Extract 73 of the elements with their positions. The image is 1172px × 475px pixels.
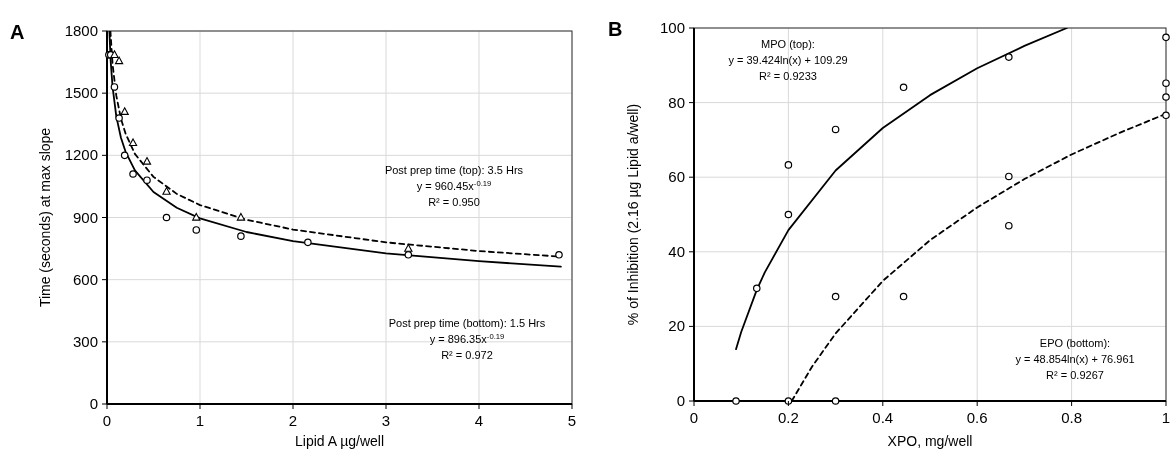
point [1162, 93, 1170, 101]
x-tick-label: 0.6 [966, 409, 988, 426]
point [236, 212, 246, 221]
line-series [735, 28, 1068, 351]
x-tick-label: 1 [195, 412, 205, 429]
point [831, 397, 840, 405]
chart-title: A [10, 21, 25, 43]
point [1005, 172, 1013, 181]
point [784, 210, 793, 219]
x-tick-label: 0 [102, 412, 112, 429]
point [752, 284, 761, 293]
y-axis-title: % of Inhibition (2.16 µg Lipid a/well) [625, 103, 641, 326]
point [114, 56, 124, 65]
point [732, 397, 740, 405]
y-axis-title: Time (seconds) at max slope [37, 127, 53, 308]
x-tick-label: 2 [288, 412, 298, 429]
point [129, 170, 137, 178]
point [404, 244, 413, 252]
point [831, 125, 840, 134]
x-tick-label: 0.8 [1061, 409, 1083, 426]
point [831, 292, 840, 301]
x-tick-label: 3 [381, 412, 391, 429]
point [115, 114, 123, 122]
y-tick-label: 1800 [64, 22, 98, 39]
x-tick-label: 0.2 [777, 409, 799, 426]
point [142, 157, 152, 165]
y-tick-label: 20 [668, 317, 685, 335]
annotation: Post prep time (top): 3.5 Hrs y = 960.45x$^{-0.19}$ R² = 0.950 [384, 164, 524, 208]
point [1162, 111, 1170, 120]
annotation: Post prep time (bottom): 1.5 Hrs y = 896.35x$^{-0.19}$ R² = 0.972 [388, 317, 546, 361]
y-tick-label: 900 [72, 208, 98, 226]
point [899, 292, 908, 301]
y-tick-label: 40 [668, 242, 685, 260]
point [162, 187, 171, 195]
point [120, 107, 129, 115]
x-tick-label: 0.4 [872, 409, 894, 426]
point [899, 83, 908, 92]
point [784, 397, 793, 405]
point [192, 226, 201, 234]
y-tick-label: 1500 [64, 84, 98, 102]
annotation: EPO (bottom): y = 48.854ln(x) + 76.961 R² = 0.9267 [1015, 337, 1135, 381]
point [1005, 53, 1013, 61]
point [1162, 79, 1170, 87]
x-tick-label: 4 [474, 412, 484, 429]
point [555, 251, 563, 259]
y-tick-label: 600 [72, 270, 98, 288]
y-tick-label: 1200 [64, 146, 98, 164]
point [110, 83, 119, 91]
annotation: MPO (top): y = 39.424ln(x) + 109.29 R² = 0.9233 [728, 38, 848, 82]
point [143, 176, 151, 184]
point [404, 251, 413, 259]
x-axis-title: XPO, mg/well [887, 433, 973, 449]
point [304, 238, 312, 247]
y-tick-label: 100 [659, 19, 685, 36]
y-tick-label: 80 [668, 93, 685, 111]
y-tick-label: 0 [676, 392, 685, 409]
point [1005, 221, 1013, 230]
point [192, 212, 201, 221]
y-tick-label: 60 [668, 168, 685, 186]
x-tick-label: 5 [567, 412, 577, 429]
x-tick-label: 0 [689, 409, 699, 426]
point [162, 213, 171, 222]
x-axis-title: Lipid A µg/well [294, 433, 385, 449]
point [120, 151, 129, 160]
y-tick-label: 0 [89, 395, 98, 412]
point [128, 138, 138, 147]
chart-title: B [608, 18, 623, 40]
x-tick-label: 1 [1161, 409, 1171, 426]
point [237, 232, 245, 240]
point [784, 161, 793, 169]
point [110, 50, 119, 58]
point [1162, 33, 1170, 42]
y-tick-label: 300 [72, 332, 98, 350]
